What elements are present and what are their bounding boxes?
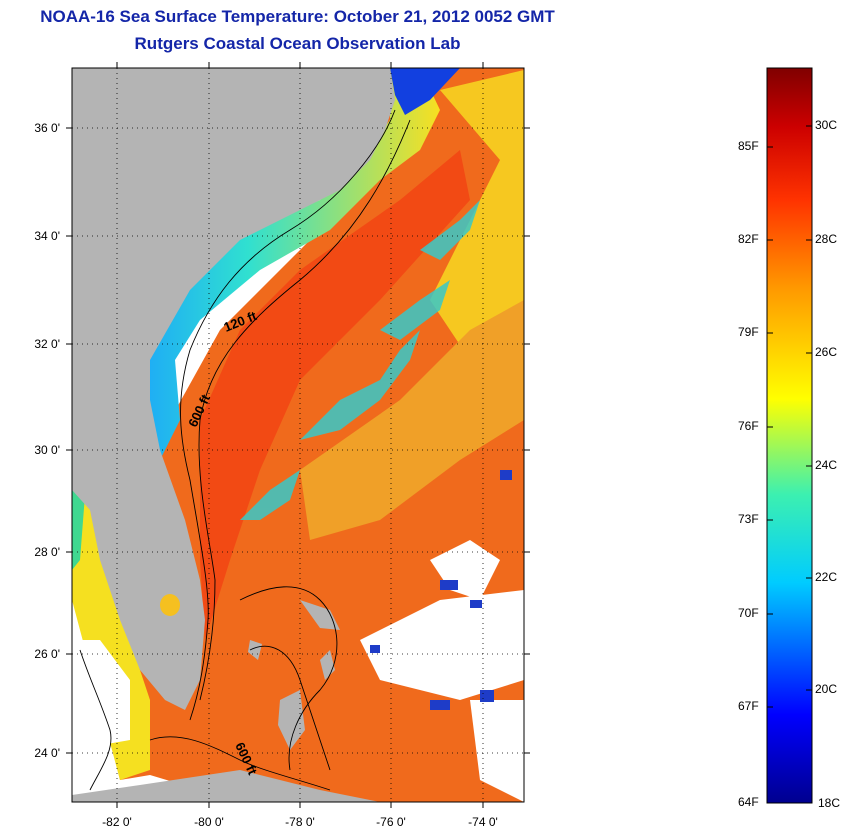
lon-label: -74 0': [468, 815, 498, 829]
lon-label: -80 0': [194, 815, 224, 829]
contour-bahamas-inner: [249, 645, 331, 771]
colorbar-label-c: 28C: [815, 232, 838, 246]
map-title: NOAA-16 Sea Surface Temperature: October…: [40, 7, 555, 26]
colorbar-label-f: 85F: [738, 139, 759, 153]
contour-gulf-shelf: [79, 649, 112, 791]
contour-bahamas-bank: [239, 586, 338, 771]
map-grid: [72, 68, 524, 802]
lat-label: 34 0': [34, 229, 60, 243]
colorbar-label-f: 76F: [738, 419, 759, 433]
lat-label: 24 0': [34, 746, 60, 760]
cool-filaments: [240, 200, 480, 520]
offshore-mixed-zone: [300, 300, 524, 540]
contour-florida-straits: [149, 736, 331, 791]
land-cuba: [72, 770, 380, 802]
lat-label: 30 0': [34, 443, 60, 457]
colorbar-label-f: 67F: [738, 699, 759, 713]
colorbar-label-c: 30C: [815, 118, 838, 132]
axis-ticks: [66, 62, 530, 808]
colorbar-label-c: 26C: [815, 345, 838, 359]
colorbar-label-f: 64F: [738, 795, 759, 809]
colorbar-label-f: 73F: [738, 512, 759, 526]
lat-label: 26 0': [34, 647, 60, 661]
lake-okeechobee: [160, 594, 180, 616]
gulf-shelf-cool: [72, 490, 85, 570]
colorbar-label-c: 18C: [818, 796, 841, 810]
land-bahamas: [248, 600, 340, 750]
cloud-edge-pixels: [370, 470, 512, 710]
contour-600ft: [198, 119, 411, 701]
cold-nearshore-water: [390, 68, 460, 115]
lon-label: -78 0': [285, 815, 315, 829]
bathymetry-contours: [79, 109, 411, 791]
land-us-mainland: [72, 68, 395, 710]
map-area: [72, 68, 524, 802]
map-frame: [71, 67, 525, 803]
colorbar-label-f: 82F: [738, 232, 759, 246]
colorbar-label-c: 20C: [815, 682, 838, 696]
colorbar-label-f: 70F: [738, 606, 759, 620]
offshore-warm-yellow-band: [430, 70, 524, 360]
gulf-stream-core: [200, 150, 470, 640]
latitude-labels: 36 0' 34 0' 32 0' 30 0' 28 0' 26 0' 24 0…: [34, 121, 60, 760]
lat-label: 28 0': [34, 545, 60, 559]
colorbar-label-c: 22C: [815, 570, 838, 584]
map-subtitle: Rutgers Coastal Ocean Observation Lab: [134, 34, 461, 53]
lon-label: -76 0': [376, 815, 406, 829]
colorbar: [766, 67, 813, 804]
lat-label: 36 0': [34, 121, 60, 135]
colorbar-label-f: 79F: [738, 325, 759, 339]
lat-label: 32 0': [34, 337, 60, 351]
gulf-shelf-water: [72, 490, 150, 780]
colorbar-ticks: [767, 125, 812, 708]
colorbar-label-c: 24C: [815, 458, 838, 472]
contour-120ft: [180, 109, 396, 721]
lon-label: -82 0': [102, 815, 132, 829]
longitude-labels: -82 0' -80 0' -78 0' -76 0' -74 0': [102, 815, 498, 829]
